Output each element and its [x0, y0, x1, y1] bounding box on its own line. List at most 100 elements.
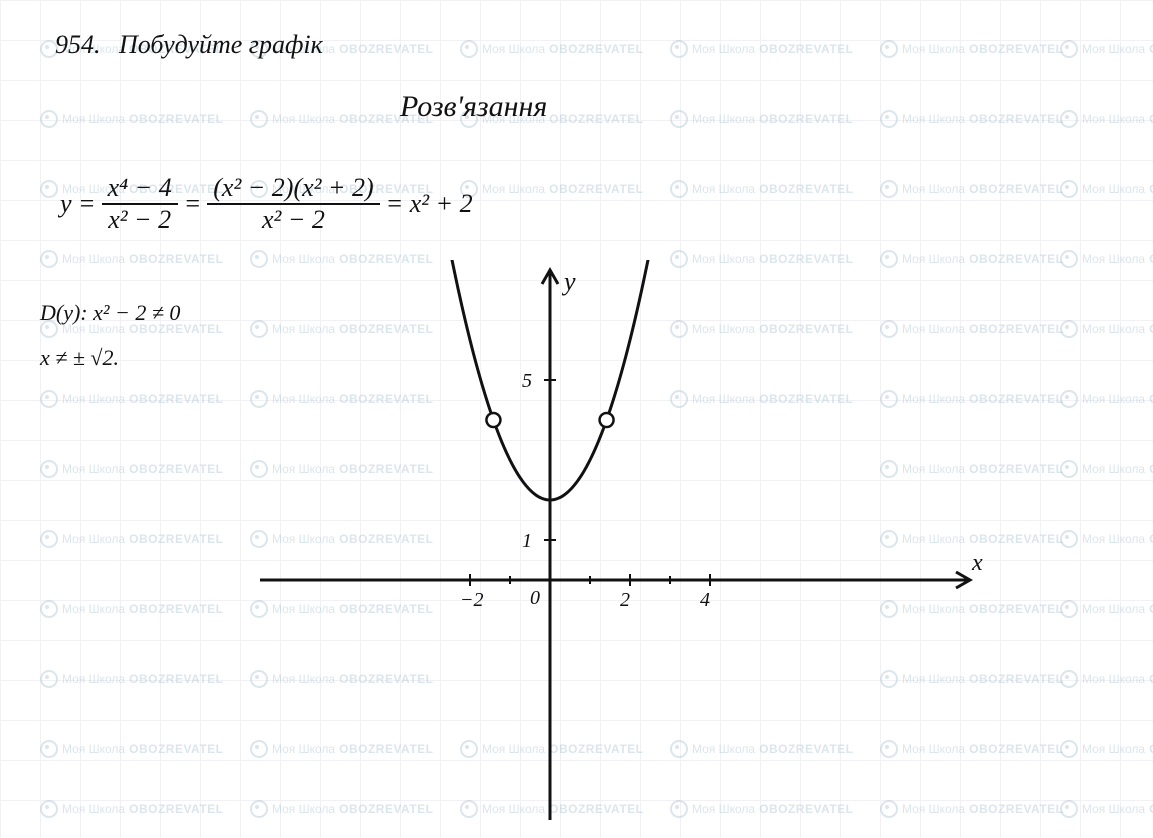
removable-discontinuity — [600, 413, 614, 427]
problem-title: Побудуйте графік — [119, 30, 323, 59]
svg-text:0: 0 — [530, 587, 540, 609]
watermark: Моя Школа OBOZREVATEL — [40, 600, 224, 618]
watermark-text-2: OBOZREVATEL — [129, 602, 223, 616]
watermark-text-1: Моя Школа — [482, 182, 545, 196]
globe-icon — [670, 110, 688, 128]
watermark-text-2: OBOZREVATEL — [969, 42, 1063, 56]
watermark: Моя ШколаOBOZREVATEL — [1060, 530, 1153, 548]
watermark-text-1: Моя Школа — [62, 532, 125, 546]
globe-icon — [40, 800, 58, 818]
watermark-text-2: OBOZREVATEL — [549, 112, 643, 126]
watermark-text-2: OBOZREVATEL — [969, 182, 1063, 196]
globe-icon — [1060, 530, 1078, 548]
watermark-text-1: Моя Школа — [62, 252, 125, 266]
watermark: Моя ШколаOBOZREVATEL — [1060, 390, 1153, 408]
fraction-2: (x² − 2)(x² + 2) x² − 2 — [207, 175, 379, 233]
watermark: Моя ШколаOBOZREVATEL — [40, 460, 224, 478]
watermark-text-2: OBOZREVATEL — [1149, 252, 1153, 266]
watermark: Моя ШколаOBOZREVATEL — [670, 110, 854, 128]
watermark: Моя Школа OBOZREVATEL — [1060, 180, 1153, 198]
watermark-text-2: OBOZREVATEL — [549, 42, 643, 56]
globe-icon — [670, 40, 688, 58]
globe-icon — [1060, 800, 1078, 818]
watermark-text-1: Моя Школа — [62, 672, 125, 686]
solution-heading: Розв'язання — [400, 90, 547, 124]
watermark-text-1: Моя Школа — [692, 42, 755, 56]
globe-icon — [1060, 320, 1078, 338]
svg-text:−2: −2 — [460, 589, 484, 611]
globe-icon — [1060, 40, 1078, 58]
watermark-text-2: OBOZREVATEL — [1149, 392, 1153, 406]
coordinate-plot: −224150yx — [250, 260, 990, 830]
watermark-text-2: OBOZREVATEL — [1149, 462, 1153, 476]
watermark-text-1: Моя Школа — [1082, 742, 1145, 756]
globe-icon — [250, 110, 268, 128]
watermark: Моя Школа OBOZREVATEL — [460, 40, 644, 58]
globe-icon — [1060, 250, 1078, 268]
watermark-text-2: OBOZREVATEL — [129, 672, 223, 686]
globe-icon — [1060, 740, 1078, 758]
watermark-text-1: Моя Школа — [902, 42, 965, 56]
svg-text:x: x — [971, 550, 983, 576]
watermark: Моя ШколаOBOZREVATEL — [1060, 800, 1153, 818]
watermark-text-2: OBOZREVATEL — [129, 532, 223, 546]
watermark-text-2: OBOZREVATEL — [1149, 182, 1153, 196]
globe-icon — [670, 180, 688, 198]
watermark-text-1: Моя Школа — [62, 802, 125, 816]
globe-icon — [1060, 110, 1078, 128]
watermark: Моя Школа OBOZREVATEL — [880, 40, 1064, 58]
watermark: Моя ШколаOBOZREVATEL — [1060, 40, 1153, 58]
watermark-text-1: Моя Школа — [1082, 322, 1145, 336]
watermark: Моя Школа OBOZREVATEL — [40, 530, 224, 548]
globe-icon — [1060, 390, 1078, 408]
watermark-text-2: OBOZREVATEL — [1149, 322, 1153, 336]
watermark: Моя ШколаOBOZREVATEL — [670, 180, 854, 198]
watermark-text-1: Моя Школа — [1082, 112, 1145, 126]
watermark-text-2: OBOZREVATEL — [549, 182, 643, 196]
globe-icon — [40, 670, 58, 688]
watermark-text-2: OBOZREVATEL — [129, 802, 223, 816]
eq-rhs: = x² + 2 — [386, 189, 473, 219]
watermark-text-1: Моя Школа — [62, 602, 125, 616]
watermark-text-2: OBOZREVATEL — [1149, 672, 1153, 686]
watermark: Моя ШколаOBOZREVATEL — [40, 250, 224, 268]
watermark-text-2: OBOZREVATEL — [1149, 802, 1153, 816]
watermark-text-1: Моя Школа — [1082, 182, 1145, 196]
watermark: Моя Школа OBOZREVATEL — [670, 40, 854, 58]
watermark-text-2: OBOZREVATEL — [759, 42, 853, 56]
watermark-text-1: Моя Школа — [1082, 42, 1145, 56]
watermark-text-2: OBOZREVATEL — [129, 462, 223, 476]
globe-icon — [40, 600, 58, 618]
watermark-text-1: Моя Школа — [482, 42, 545, 56]
watermark-text-2: OBOZREVATEL — [759, 182, 853, 196]
watermark-text-1: Моя Школа — [1082, 672, 1145, 686]
domain-line-1: D(y): x² − 2 ≠ 0 — [40, 300, 180, 326]
watermark: Моя Школа OBOZREVATEL — [1060, 740, 1153, 758]
globe-icon — [40, 390, 58, 408]
watermark-text-1: Моя Школа — [62, 742, 125, 756]
svg-text:5: 5 — [522, 370, 532, 392]
watermark-text-2: OBOZREVATEL — [129, 112, 223, 126]
watermark-text-1: Моя Школа — [692, 112, 755, 126]
globe-icon — [40, 110, 58, 128]
watermark: Моя Школа OBOZREVATEL — [1060, 460, 1153, 478]
globe-icon — [460, 40, 478, 58]
globe-icon — [40, 740, 58, 758]
watermark: Моя Школа OBOZREVATEL — [460, 180, 644, 198]
globe-icon — [40, 250, 58, 268]
fraction-1: x⁴ − 4 x² − 2 — [102, 175, 178, 233]
frac2-num: (x² − 2)(x² + 2) — [207, 175, 379, 201]
removable-discontinuity — [486, 413, 500, 427]
eq-lhs: y = — [60, 189, 96, 219]
watermark-text-1: Моя Школа — [1082, 602, 1145, 616]
frac2-den: x² − 2 — [256, 207, 331, 233]
watermark-text-2: OBOZREVATEL — [1149, 742, 1153, 756]
globe-icon — [880, 110, 898, 128]
watermark-text-1: Моя Школа — [1082, 462, 1145, 476]
globe-icon — [1060, 670, 1078, 688]
watermark: Моя ШколаOBOZREVATEL — [1060, 110, 1153, 128]
frac1-den: x² − 2 — [102, 207, 177, 233]
frac1-num: x⁴ − 4 — [102, 175, 178, 201]
watermark-text-1: Моя Школа — [62, 392, 125, 406]
globe-icon — [40, 460, 58, 478]
